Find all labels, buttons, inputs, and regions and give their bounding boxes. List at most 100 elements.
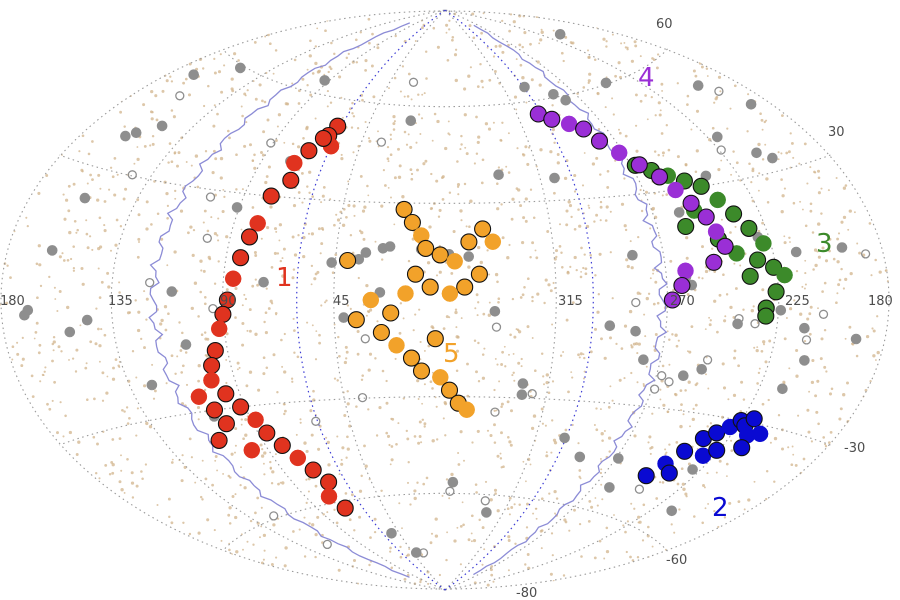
background-point xyxy=(196,405,201,410)
background-point xyxy=(244,433,248,437)
background-point xyxy=(729,107,732,110)
background-point xyxy=(173,250,177,254)
background-point xyxy=(804,224,808,228)
background-point xyxy=(222,472,225,475)
group-3-point xyxy=(692,177,710,195)
background-point xyxy=(459,430,463,434)
background-point xyxy=(635,149,639,153)
background-point xyxy=(390,566,394,570)
background-point xyxy=(364,69,367,72)
group-5-point xyxy=(397,285,414,302)
background-point xyxy=(553,489,557,494)
background-point xyxy=(583,370,586,373)
background-point xyxy=(593,58,597,61)
background-point xyxy=(840,220,844,224)
background-point xyxy=(241,114,244,118)
background-point xyxy=(604,219,608,222)
gray-point xyxy=(481,507,492,518)
background-point xyxy=(362,237,366,241)
background-point xyxy=(781,114,784,117)
background-point xyxy=(241,188,244,191)
gray-point xyxy=(205,192,216,202)
background-point xyxy=(525,101,528,104)
background-point xyxy=(235,188,238,191)
background-point xyxy=(656,53,660,56)
background-point xyxy=(466,394,470,398)
group-1-point xyxy=(203,372,220,389)
background-point xyxy=(73,219,77,223)
background-point xyxy=(280,338,283,342)
background-point xyxy=(842,287,846,290)
background-point xyxy=(791,445,794,448)
group-2-point xyxy=(637,467,655,485)
background-point xyxy=(238,366,241,369)
background-point xyxy=(508,353,510,356)
background-point xyxy=(716,330,719,334)
background-point xyxy=(135,434,138,437)
background-point xyxy=(566,271,570,275)
background-point xyxy=(98,296,102,299)
background-point xyxy=(579,477,582,480)
background-point xyxy=(284,546,288,550)
background-point xyxy=(399,302,403,305)
background-point xyxy=(506,400,510,404)
background-point xyxy=(389,463,392,466)
background-point xyxy=(308,170,312,174)
background-point xyxy=(765,470,769,473)
group-4-point xyxy=(673,276,691,295)
group-3-point xyxy=(755,235,772,252)
background-point xyxy=(670,523,673,526)
background-point xyxy=(551,104,554,107)
background-point xyxy=(331,271,335,274)
background-point xyxy=(490,573,494,577)
background-point xyxy=(501,121,504,124)
background-point xyxy=(630,344,633,347)
background-point xyxy=(661,89,664,92)
background-point xyxy=(703,486,706,489)
background-point xyxy=(802,457,806,461)
background-point xyxy=(262,533,267,538)
gray-point xyxy=(326,257,338,268)
background-point xyxy=(694,403,698,407)
background-point xyxy=(203,104,206,108)
background-point xyxy=(276,252,280,255)
group-4-point xyxy=(682,194,700,212)
background-point xyxy=(599,408,602,411)
background-point xyxy=(150,223,153,226)
group-5-point xyxy=(406,265,425,283)
gray-point xyxy=(489,305,501,317)
background-point xyxy=(321,194,325,198)
background-point xyxy=(89,340,93,344)
background-point xyxy=(803,142,807,146)
background-point xyxy=(456,160,459,163)
background-point xyxy=(38,263,42,267)
background-point xyxy=(611,97,614,100)
background-point xyxy=(535,507,538,510)
background-point xyxy=(692,407,695,410)
background-point xyxy=(217,70,222,74)
background-point xyxy=(613,514,615,516)
background-point xyxy=(184,77,188,81)
background-point xyxy=(359,31,363,34)
background-point xyxy=(472,539,477,543)
background-point xyxy=(528,146,531,149)
background-point xyxy=(231,495,235,498)
background-point xyxy=(665,124,668,127)
background-point xyxy=(302,254,306,259)
background-point xyxy=(190,306,194,311)
background-point xyxy=(507,132,510,135)
background-point xyxy=(593,220,596,223)
gray-point xyxy=(311,416,321,426)
background-point xyxy=(293,58,297,62)
background-point xyxy=(665,451,668,454)
background-point xyxy=(119,110,123,114)
background-point xyxy=(172,115,176,119)
background-point xyxy=(686,103,689,106)
background-point xyxy=(174,372,177,376)
background-point xyxy=(378,406,382,410)
background-point xyxy=(376,320,379,323)
group-1-point xyxy=(217,385,235,403)
background-point xyxy=(51,359,54,363)
background-point xyxy=(645,365,648,368)
gray-point xyxy=(627,249,638,261)
